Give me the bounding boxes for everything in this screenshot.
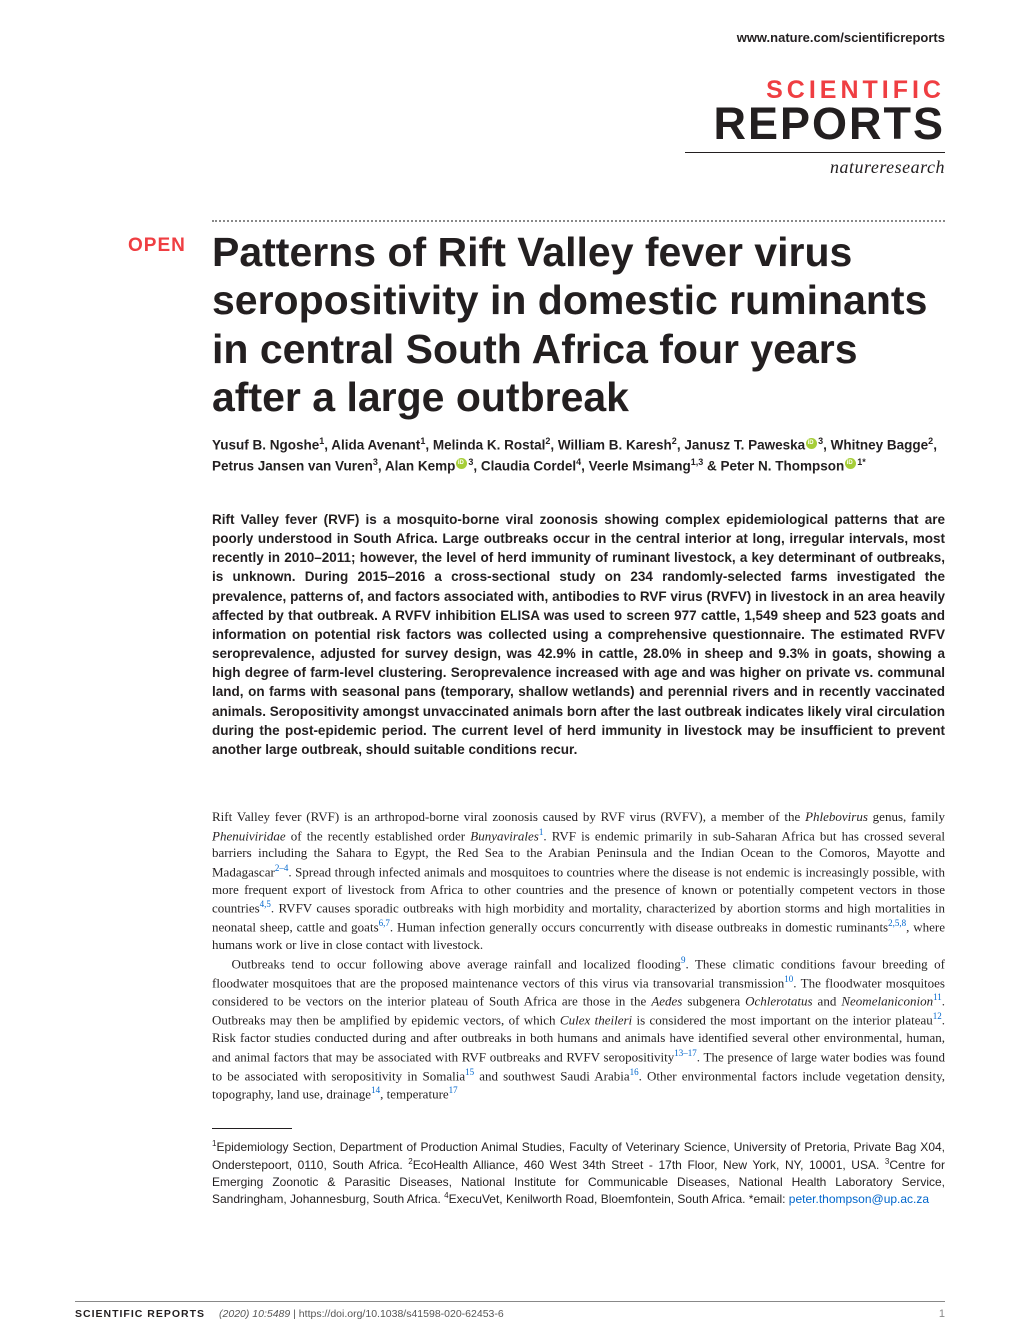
affiliation-divider	[212, 1128, 292, 1129]
footer-journal: SCIENTIFIC REPORTS	[75, 1308, 205, 1320]
body-para-1: Rift Valley fever (RVF) is an arthropod-…	[212, 808, 945, 954]
page-number: 1	[939, 1308, 945, 1320]
article-title: Patterns of Rift Valley fever virus sero…	[212, 228, 945, 422]
dotted-separator	[212, 220, 945, 222]
footer-citation: (2020) 10:5489 | https://doi.org/10.1038…	[219, 1308, 504, 1320]
affiliations: 1Epidemiology Section, Department of Pro…	[212, 1138, 945, 1208]
footer: SCIENTIFIC REPORTS (2020) 10:5489 | http…	[75, 1301, 945, 1320]
body-text: Rift Valley fever (RVF) is an arthropod-…	[212, 808, 945, 1103]
footer-left: SCIENTIFIC REPORTS (2020) 10:5489 | http…	[75, 1308, 504, 1320]
abstract: Rift Valley fever (RVF) is a mosquito-bo…	[212, 510, 945, 759]
body-para-2: Outbreaks tend to occur following above …	[212, 954, 945, 1104]
journal-logo: SCIENTIFIC REPORTS natureresearch	[685, 78, 945, 178]
open-access-badge: OPEN	[128, 235, 186, 257]
logo-divider	[685, 152, 945, 153]
logo-publisher: natureresearch	[685, 157, 945, 178]
author-list: Yusuf B. Ngoshe1, Alida Avenant1, Melind…	[212, 435, 945, 477]
logo-line-2: REPORTS	[685, 103, 945, 146]
journal-url: www.nature.com/scientificreports	[737, 30, 945, 45]
